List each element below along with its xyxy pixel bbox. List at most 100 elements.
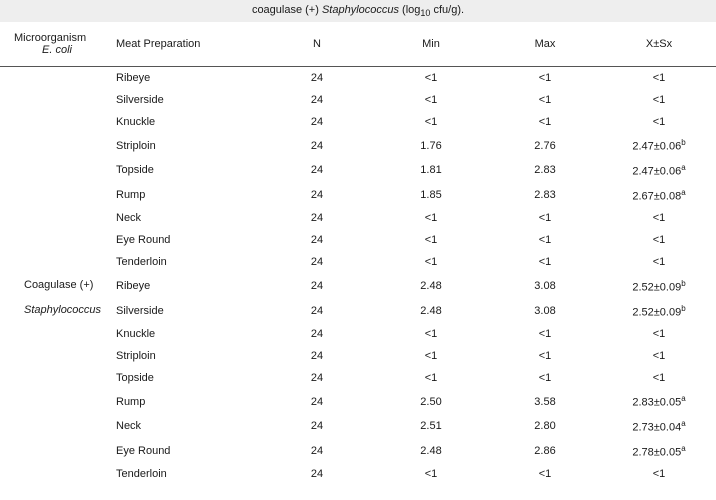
table-row: Striploin24<1<1<1 bbox=[0, 345, 716, 367]
cell-xsx: 2.52±0.09b bbox=[602, 299, 716, 324]
cell-min: <1 bbox=[374, 207, 488, 229]
cell-n: 24 bbox=[260, 207, 374, 229]
cell-xsx: <1 bbox=[602, 111, 716, 133]
cell-max: <1 bbox=[488, 463, 602, 485]
table-row: Neck24<1<1<1 bbox=[0, 207, 716, 229]
cell-prep: Eye Round bbox=[110, 229, 260, 251]
cell-n: 24 bbox=[260, 158, 374, 183]
cell-min: <1 bbox=[374, 89, 488, 111]
cell-xsx: <1 bbox=[602, 251, 716, 273]
cell-n: 24 bbox=[260, 111, 374, 133]
cell-n: 24 bbox=[260, 299, 374, 324]
cell-max: 2.83 bbox=[488, 183, 602, 208]
cell-min: <1 bbox=[374, 463, 488, 485]
cell-max: 3.08 bbox=[488, 273, 602, 299]
cell-min: <1 bbox=[374, 367, 488, 389]
cell-min: 1.85 bbox=[374, 183, 488, 208]
cell-prep: Ribeye bbox=[110, 67, 260, 90]
cell-xsx: <1 bbox=[602, 229, 716, 251]
table-row: Topside24<1<1<1 bbox=[0, 367, 716, 389]
cell-prep: Silverside bbox=[110, 299, 260, 324]
cell-max: 2.83 bbox=[488, 158, 602, 183]
data-table: Microorganism E. coli Meat Preparation N… bbox=[0, 22, 716, 485]
cell-min: 2.48 bbox=[374, 273, 488, 299]
cell-prep: Ribeye bbox=[110, 273, 260, 299]
cell-xsx: 2.78±0.05a bbox=[602, 439, 716, 464]
cell-xsx: <1 bbox=[602, 345, 716, 367]
cell-xsx: <1 bbox=[602, 367, 716, 389]
table-row: Ribeye24<1<1<1 bbox=[0, 67, 716, 90]
cell-min: <1 bbox=[374, 229, 488, 251]
cell-xsx: <1 bbox=[602, 207, 716, 229]
cell-xsx: <1 bbox=[602, 323, 716, 345]
cell-xsx: 2.47±0.06a bbox=[602, 158, 716, 183]
cell-xsx: <1 bbox=[602, 89, 716, 111]
cell-min: <1 bbox=[374, 67, 488, 90]
cell-xsx: 2.73±0.04a bbox=[602, 414, 716, 439]
cell-prep: Silverside bbox=[110, 89, 260, 111]
group1-name-line2: E. coli bbox=[14, 44, 106, 56]
cell-max: <1 bbox=[488, 67, 602, 90]
cell-prep: Neck bbox=[110, 207, 260, 229]
cell-xsx: <1 bbox=[602, 67, 716, 90]
cell-prep: Knuckle bbox=[110, 323, 260, 345]
cell-min: <1 bbox=[374, 251, 488, 273]
cell-n: 24 bbox=[260, 229, 374, 251]
cell-prep: Neck bbox=[110, 414, 260, 439]
table-body: Ribeye24<1<1<1Silverside24<1<1<1Knuckle2… bbox=[0, 67, 716, 486]
cell-min: 1.81 bbox=[374, 158, 488, 183]
cell-max: 2.80 bbox=[488, 414, 602, 439]
cell-n: 24 bbox=[260, 389, 374, 414]
cell-xsx: <1 bbox=[602, 463, 716, 485]
cell-max: 3.08 bbox=[488, 299, 602, 324]
cell-prep: Striploin bbox=[110, 133, 260, 158]
col-prep-header: Meat Preparation bbox=[110, 22, 260, 67]
cell-n: 24 bbox=[260, 323, 374, 345]
cell-prep: Tenderloin bbox=[110, 463, 260, 485]
cell-max: <1 bbox=[488, 89, 602, 111]
cell-min: 1.76 bbox=[374, 133, 488, 158]
cell-max: <1 bbox=[488, 207, 602, 229]
cell-n: 24 bbox=[260, 463, 374, 485]
cell-n: 24 bbox=[260, 345, 374, 367]
cell-min: 2.50 bbox=[374, 389, 488, 414]
cell-xsx: 2.67±0.08a bbox=[602, 183, 716, 208]
cell-min: <1 bbox=[374, 323, 488, 345]
table-row: Neck242.512.802.73±0.04a bbox=[0, 414, 716, 439]
header-row: Microorganism E. coli Meat Preparation N… bbox=[0, 22, 716, 67]
cell-n: 24 bbox=[260, 89, 374, 111]
cell-max: <1 bbox=[488, 345, 602, 367]
table-row: Striploin241.762.762.47±0.06b bbox=[0, 133, 716, 158]
cell-max: <1 bbox=[488, 323, 602, 345]
cell-min: 2.48 bbox=[374, 439, 488, 464]
cell-prep: Eye Round bbox=[110, 439, 260, 464]
cell-max: 3.58 bbox=[488, 389, 602, 414]
cell-min: <1 bbox=[374, 345, 488, 367]
table-row: Coagulase (+)Ribeye242.483.082.52±0.09b bbox=[0, 273, 716, 299]
cell-max: <1 bbox=[488, 111, 602, 133]
col-micro-header: Microorganism bbox=[14, 32, 106, 44]
cell-prep: Knuckle bbox=[110, 111, 260, 133]
table-row: Eye Round242.482.862.78±0.05a bbox=[0, 439, 716, 464]
cell-n: 24 bbox=[260, 414, 374, 439]
table-row: Tenderloin24<1<1<1 bbox=[0, 463, 716, 485]
cell-prep: Striploin bbox=[110, 345, 260, 367]
table-row: Rump241.852.832.67±0.08a bbox=[0, 183, 716, 208]
group-label: Coagulase (+) bbox=[14, 279, 106, 291]
cell-min: 2.48 bbox=[374, 299, 488, 324]
table-row: Tenderloin24<1<1<1 bbox=[0, 251, 716, 273]
cell-prep: Tenderloin bbox=[110, 251, 260, 273]
cell-prep: Rump bbox=[110, 389, 260, 414]
cell-n: 24 bbox=[260, 251, 374, 273]
cell-xsx: 2.83±0.05a bbox=[602, 389, 716, 414]
cell-max: <1 bbox=[488, 229, 602, 251]
cell-max: 2.76 bbox=[488, 133, 602, 158]
table-row: Topside241.812.832.47±0.06a bbox=[0, 158, 716, 183]
table-row: Knuckle24<1<1<1 bbox=[0, 323, 716, 345]
cell-xsx: 2.47±0.06b bbox=[602, 133, 716, 158]
table-row: Eye Round24<1<1<1 bbox=[0, 229, 716, 251]
col-xsx-header: X±Sx bbox=[602, 22, 716, 67]
col-n-header: N bbox=[260, 22, 374, 67]
cell-prep: Topside bbox=[110, 158, 260, 183]
cell-n: 24 bbox=[260, 133, 374, 158]
